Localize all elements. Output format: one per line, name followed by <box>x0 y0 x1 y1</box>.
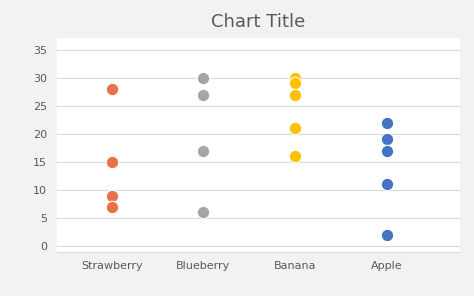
Point <box>291 92 299 97</box>
Point <box>383 182 390 187</box>
Point <box>200 210 207 215</box>
Point <box>291 154 299 159</box>
Point <box>383 148 390 153</box>
Point <box>108 193 116 198</box>
Point <box>108 204 116 209</box>
Point <box>291 75 299 80</box>
Point <box>383 137 390 142</box>
Point <box>200 92 207 97</box>
Point <box>383 120 390 125</box>
Title: Chart Title: Chart Title <box>211 13 305 31</box>
Point <box>200 75 207 80</box>
Point <box>200 148 207 153</box>
Point <box>291 81 299 86</box>
Point <box>383 232 390 237</box>
Point <box>108 160 116 164</box>
Point <box>108 87 116 91</box>
Point <box>291 126 299 131</box>
